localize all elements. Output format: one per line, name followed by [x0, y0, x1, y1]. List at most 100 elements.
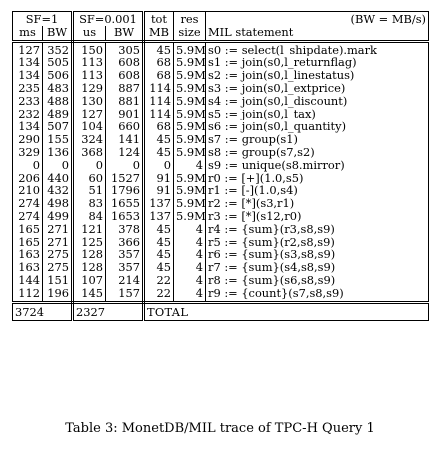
- cell-tot-mb: 45: [143, 248, 174, 262]
- cell-tot-mb: 68: [143, 56, 174, 70]
- total-label: TOTAL: [143, 302, 429, 322]
- cell-res-size: 5.9M: [173, 133, 206, 146]
- table-row: 235 483 129 887 114 5.9M s3 := join(s0,l_extpr…: [12, 81, 429, 95]
- cell-ms: 127: [12, 41, 43, 57]
- cell-tot-mb: 45: [143, 133, 174, 146]
- cell-bw: 275: [42, 248, 74, 262]
- bw-header: BW: [42, 25, 74, 43]
- total-row: 3724 2327 TOTAL: [12, 302, 429, 322]
- cell-tot-mb: 22: [143, 286, 174, 304]
- cell-ms: 165: [12, 235, 43, 249]
- total-ms: 3724: [12, 302, 74, 322]
- table-row: 163 275 128 357 45 4 r6 := {sum}(s3,s8,s9): [12, 248, 429, 262]
- cell-mil-statement: r0 := [+](1.0,s5): [205, 171, 429, 185]
- cell-res-size: 5.9M: [173, 69, 206, 82]
- cell-us: 84: [72, 209, 106, 223]
- table-row: 134 507 104 660 68 5.9M s6 := join(s0,l_quanti…: [12, 120, 429, 134]
- cell-tot-mb: 45: [143, 235, 174, 249]
- table-row: 0 0 0 0 0 4 s9 := unique(s8.mirror): [12, 158, 429, 172]
- bw2-header: BW: [105, 25, 145, 43]
- cell-mil-statement: s8 := group(s7,s2): [205, 145, 429, 159]
- table-row: 274 498 83 1655 137 5.9M r2 := [*](s3,r1): [12, 197, 429, 210]
- cell-ms: 163: [12, 261, 43, 274]
- cell-ms: 274: [12, 209, 43, 223]
- cell-mil-statement: s0 := select(l_shipdate).mark: [205, 41, 429, 57]
- cell-ms: 163: [12, 248, 43, 262]
- cell-bw2: 214: [105, 273, 145, 287]
- us-header: us: [72, 25, 106, 43]
- cell-us: 113: [72, 56, 106, 70]
- cell-res-size: 5.9M: [173, 107, 206, 121]
- table-row: 165 271 125 366 45 4 r5 := {sum}(r2,s8,s9): [12, 235, 429, 249]
- cell-bw2: 1796: [105, 184, 145, 198]
- cell-us: 60: [72, 171, 106, 185]
- table-row: 127 352 150 305 45 5.9M s0 := select(l_shipdat…: [12, 41, 429, 57]
- mb-header: MB: [143, 25, 174, 43]
- cell-bw2: 157: [105, 286, 145, 304]
- cell-bw: 488: [42, 94, 74, 108]
- cell-bw: 136: [42, 145, 74, 159]
- cell-us: 130: [72, 94, 106, 108]
- cell-res-size: 5.9M: [173, 145, 206, 159]
- cell-us: 324: [72, 133, 106, 146]
- cell-bw: 151: [42, 273, 74, 287]
- table-row: 165 271 121 378 45 4 r4 := {sum}(r3,s8,s9): [12, 222, 429, 236]
- cell-mil-statement: s3 := join(s0,l_extprice): [205, 81, 429, 95]
- cell-res-size: 5.9M: [173, 81, 206, 95]
- cell-res-size: 4: [173, 261, 206, 274]
- cell-ms: 232: [12, 107, 43, 121]
- cell-mil-statement: r8 := {sum}(s6,s8,s9): [205, 273, 429, 287]
- cell-bw2: 0: [105, 158, 145, 172]
- size-header: size: [173, 25, 206, 43]
- cell-bw2: 1527: [105, 171, 145, 185]
- cell-bw2: 887: [105, 81, 145, 95]
- cell-tot-mb: 45: [143, 261, 174, 274]
- cell-us: 150: [72, 41, 106, 57]
- cell-tot-mb: 137: [143, 197, 174, 210]
- cell-us: 128: [72, 248, 106, 262]
- cell-bw2: 608: [105, 56, 145, 70]
- cell-bw: 505: [42, 56, 74, 70]
- cell-us: 107: [72, 273, 106, 287]
- cell-res-size: 4: [173, 273, 206, 287]
- cell-tot-mb: 91: [143, 171, 174, 185]
- cell-bw: 196: [42, 286, 74, 304]
- cell-bw: 483: [42, 81, 74, 95]
- cell-us: 129: [72, 81, 106, 95]
- table-row: 134 505 113 608 68 5.9M s1 := join(s0,l_return…: [12, 56, 429, 70]
- cell-res-size: 5.9M: [173, 184, 206, 198]
- cell-bw: 498: [42, 197, 74, 210]
- cell-us: 125: [72, 235, 106, 249]
- cell-ms: 165: [12, 222, 43, 236]
- cell-tot-mb: 22: [143, 273, 174, 287]
- cell-bw: 440: [42, 171, 74, 185]
- cell-tot-mb: 91: [143, 184, 174, 198]
- cell-mil-statement: s7 := group(s1): [205, 133, 429, 146]
- table-row: 274 499 84 1653 137 5.9M r3 := [*](s12,r0): [12, 209, 429, 223]
- cell-ms: 329: [12, 145, 43, 159]
- cell-us: 51: [72, 184, 106, 198]
- cell-ms: 0: [12, 158, 43, 172]
- table-caption: Table 3: MonetDB/MIL trace of TPC-H Quer…: [65, 421, 375, 436]
- sf1-header: SF=1: [12, 10, 74, 26]
- cell-bw: 506: [42, 69, 74, 82]
- cell-bw: 271: [42, 235, 74, 249]
- cell-us: 127: [72, 107, 106, 121]
- cell-res-size: 4: [173, 286, 206, 304]
- cell-ms: 290: [12, 133, 43, 146]
- cell-bw2: 1655: [105, 197, 145, 210]
- cell-bw2: 366: [105, 235, 145, 249]
- cell-bw2: 660: [105, 120, 145, 134]
- cell-tot-mb: 114: [143, 81, 174, 95]
- cell-ms: 233: [12, 94, 43, 108]
- table-row: 329 136 368 124 45 5.9M s8 := group(s7,s2): [12, 145, 429, 159]
- tot-header: tot: [143, 10, 174, 26]
- cell-res-size: 4: [173, 235, 206, 249]
- total-us: 2327: [72, 302, 145, 322]
- cell-res-size: 5.9M: [173, 209, 206, 223]
- cell-res-size: 4: [173, 248, 206, 262]
- cell-tot-mb: 68: [143, 120, 174, 134]
- cell-bw: 489: [42, 107, 74, 121]
- table-row: 233 488 130 881 114 5.9M s4 := join(s0,l_disco…: [12, 94, 429, 108]
- cell-tot-mb: 45: [143, 222, 174, 236]
